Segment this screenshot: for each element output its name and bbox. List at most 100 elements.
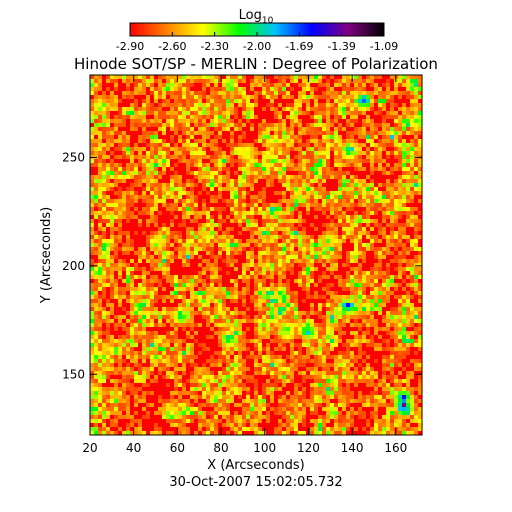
heatmap-cell	[342, 235, 346, 239]
heatmap-cell	[362, 339, 366, 343]
heatmap-cell	[410, 223, 414, 227]
heatmap-cell	[174, 247, 178, 251]
heatmap-cell	[346, 147, 350, 151]
heatmap-cell	[230, 163, 234, 167]
heatmap-cell	[394, 363, 398, 367]
heatmap-cell	[178, 243, 182, 247]
heatmap-cell	[314, 243, 318, 247]
heatmap-cell	[122, 143, 126, 147]
heatmap-cell	[326, 119, 330, 123]
heatmap-cell	[226, 251, 230, 255]
heatmap-cell	[406, 259, 410, 263]
heatmap-cell	[234, 327, 238, 331]
heatmap-cell	[142, 171, 146, 175]
heatmap-cell	[210, 231, 214, 235]
heatmap-cell	[314, 355, 318, 359]
heatmap-cell	[402, 307, 406, 311]
heatmap-cell	[242, 143, 246, 147]
heatmap-cell	[210, 251, 214, 255]
heatmap-cell	[338, 195, 342, 199]
heatmap-cell	[114, 247, 118, 251]
heatmap-cell	[130, 163, 134, 167]
heatmap-cell	[346, 275, 350, 279]
heatmap-cell	[274, 143, 278, 147]
heatmap-cell	[246, 167, 250, 171]
heatmap-cell	[310, 123, 314, 127]
heatmap-cell	[242, 347, 246, 351]
heatmap-cell	[126, 107, 130, 111]
heatmap-cell	[210, 299, 214, 303]
heatmap-cell	[178, 155, 182, 159]
heatmap-cell	[286, 179, 290, 183]
heatmap-cell	[126, 235, 130, 239]
heatmap-cell	[254, 151, 258, 155]
heatmap-cell	[134, 207, 138, 211]
heatmap-cell	[166, 247, 170, 251]
heatmap-cell	[202, 179, 206, 183]
heatmap-cell	[154, 119, 158, 123]
heatmap-cell	[198, 351, 202, 355]
heatmap-cell	[286, 143, 290, 147]
heatmap-cell	[190, 375, 194, 379]
heatmap-cell	[238, 295, 242, 299]
heatmap-cell	[122, 79, 126, 83]
heatmap-cell	[410, 307, 414, 311]
heatmap-cell	[310, 311, 314, 315]
heatmap-cell	[230, 159, 234, 163]
heatmap-cell	[246, 243, 250, 247]
heatmap-cell	[294, 163, 298, 167]
heatmap-cell	[302, 87, 306, 91]
heatmap-cell	[366, 95, 370, 99]
heatmap-cell	[230, 95, 234, 99]
heatmap-cell	[210, 131, 214, 135]
heatmap-cell	[94, 315, 98, 319]
heatmap-cell	[174, 287, 178, 291]
heatmap-cell	[258, 351, 262, 355]
heatmap-cell	[126, 379, 130, 383]
heatmap-cell	[162, 103, 166, 107]
heatmap-cell	[242, 219, 246, 223]
heatmap-cell	[366, 319, 370, 323]
heatmap-cell	[278, 87, 282, 91]
heatmap-cell	[394, 311, 398, 315]
heatmap-cell	[210, 175, 214, 179]
heatmap-cell	[314, 175, 318, 179]
heatmap-cell	[182, 131, 186, 135]
heatmap-cell	[114, 79, 118, 83]
heatmap-cell	[318, 239, 322, 243]
heatmap-cell	[186, 359, 190, 363]
heatmap-cell	[294, 183, 298, 187]
heatmap-cell	[134, 191, 138, 195]
heatmap-cell	[374, 223, 378, 227]
heatmap-cell	[302, 355, 306, 359]
heatmap-cell	[214, 199, 218, 203]
heatmap-cell	[170, 307, 174, 311]
heatmap-cell	[234, 183, 238, 187]
heatmap-cell	[418, 107, 422, 111]
heatmap-cell	[410, 163, 414, 167]
heatmap-cell	[290, 95, 294, 99]
heatmap-cell	[142, 271, 146, 275]
heatmap-cell	[166, 99, 170, 103]
heatmap-cell	[254, 323, 258, 327]
heatmap-cell	[318, 95, 322, 99]
heatmap-cell	[130, 115, 134, 119]
heatmap-cell	[262, 191, 266, 195]
heatmap-cell	[154, 275, 158, 279]
heatmap-cell	[238, 79, 242, 83]
heatmap-cell	[126, 155, 130, 159]
heatmap-cell	[122, 351, 126, 355]
heatmap-cell	[354, 151, 358, 155]
heatmap-cell	[154, 267, 158, 271]
heatmap-cell	[342, 143, 346, 147]
heatmap-cell	[278, 203, 282, 207]
heatmap-cell	[382, 275, 386, 279]
heatmap-cell	[202, 147, 206, 151]
heatmap-cell	[410, 155, 414, 159]
heatmap-cell	[154, 195, 158, 199]
heatmap-cell	[122, 247, 126, 251]
heatmap-cell	[266, 155, 270, 159]
heatmap-cell	[294, 315, 298, 319]
heatmap-cell	[110, 183, 114, 187]
heatmap-cell	[102, 183, 106, 187]
